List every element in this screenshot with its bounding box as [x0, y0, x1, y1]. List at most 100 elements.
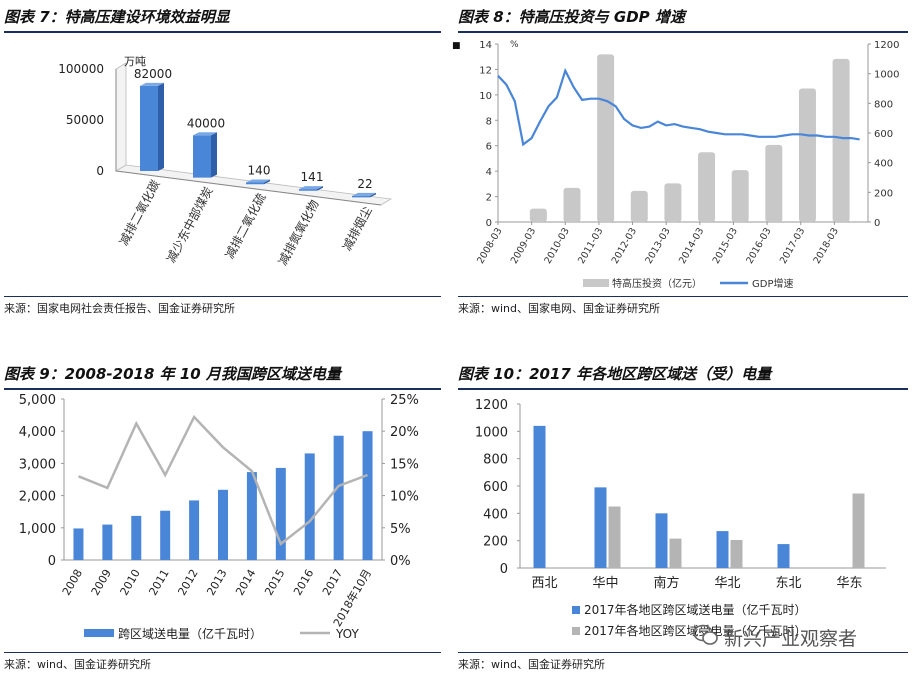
chart4-bar [716, 531, 729, 568]
wechat-icon [693, 624, 718, 645]
chart4-category-label: 西北 [531, 576, 557, 591]
chart4-y-tick-label: 200 [483, 535, 508, 550]
chart4-bar [608, 506, 621, 568]
chart3-bar [304, 453, 315, 560]
chart3-yoy-line [78, 414, 368, 546]
chart4-category-label: 华东 [836, 576, 862, 591]
chart3-right-tick-label: 20% [390, 425, 419, 440]
chart2-right-tick-label: 1000 [874, 70, 899, 81]
chart1-bar [193, 135, 211, 178]
chart4-y-tick-label: 0 [500, 562, 508, 577]
chart3-bar [102, 524, 113, 560]
panel-1-source-rule [4, 296, 441, 297]
chart3-bar [160, 510, 171, 560]
chart4-legend-swatch [572, 627, 580, 635]
chart2-legend-line-label: GDP增速 [752, 277, 793, 290]
chart4-y-tick-label: 1000 [475, 425, 508, 440]
panel-1-source: 来源：国家电网社会责任报告、国金证券研究所 [4, 302, 235, 315]
chart2-x-tick-label: 2010-03 [542, 226, 571, 266]
chart3-x-tick-label: 2009 [89, 567, 114, 598]
panel-4: 图表 10：2017 年各地区跨区域送（受）电量 0 200 400 600 800 10… [458, 359, 908, 675]
chart2-legend-bar-label: 特高压投资（亿元） [612, 277, 702, 290]
chart4-category-label: 东北 [775, 576, 801, 591]
panel-3-source: 来源：wind、国金证券研究所 [4, 658, 152, 671]
chart1-y-tick-label: 100000 [58, 62, 104, 76]
chart3-legend-bar-label: 跨区域送电量（亿千瓦时） [118, 626, 262, 641]
panel-3-source-rule [4, 652, 441, 653]
chart3-right-tick-label: 0% [390, 554, 411, 569]
chart4-y-tick-label: 1200 [475, 398, 508, 413]
chart1-back-wall [115, 62, 127, 172]
chart3-bar [246, 472, 257, 560]
panel-4-source-rule [458, 652, 908, 653]
chart3-bar [333, 435, 344, 560]
chart3-legend-line-label: YOY [335, 627, 359, 641]
chart2-x-tick-label: 2014-03 [677, 226, 706, 266]
chart1-category-label: 减排二氧化硫 [222, 191, 269, 262]
chart2-bar [731, 170, 749, 222]
chart2-left-tick-label: 8 [486, 116, 492, 127]
chart2-x-tick-label: 2017-03 [778, 226, 807, 266]
chart2-bar [529, 208, 547, 222]
panel-4-title-rule [458, 388, 908, 390]
chart1-unit-label: 万吨 [124, 55, 146, 68]
panel-1-title-rule [4, 31, 441, 33]
chart2-left-tick-label: 0 [486, 218, 492, 229]
chart2-left-tick-label: 2 [486, 193, 492, 204]
chart3-left-tick-label: 0 [48, 554, 56, 569]
chart1-data-label: 141 [301, 170, 324, 184]
chart2-right-tick-label: 800 [874, 99, 893, 110]
panel-4-title: 图表 10：2017 年各地区跨区域送（受）电量 [458, 365, 772, 383]
chart3-x-tick-label: 2011 [147, 567, 172, 598]
chart2-right-tick-label: 600 [874, 129, 893, 140]
chart3-x-tick-label: 2008 [60, 567, 85, 598]
chart1-data-label: 40000 [187, 116, 225, 130]
chart2-bar [798, 88, 816, 222]
chart2-x-tick-label: 2018-03 [812, 226, 841, 266]
chart1-category-label: 减排烟尘 [340, 204, 375, 253]
chart2-bar [597, 54, 615, 222]
chart1-category-label: 减排二氧化碳 [116, 178, 162, 248]
chart1-category-label: 减排氮氧化物 [275, 197, 322, 268]
chart2-bar [563, 187, 581, 222]
chart-4: 0 200 400 600 800 1000 1200 西北 华中 南方 华北 东北 华东 2017年各地… [475, 398, 886, 638]
chart4-bar [852, 493, 865, 568]
panel-2-title-rule [458, 31, 908, 33]
chart2-bar [698, 152, 716, 222]
panel-1-title: 图表 7：特高压建设环境效益明显 [4, 8, 230, 26]
chart4-bar [669, 538, 682, 568]
chart3-x-tick-label: 2017 [320, 567, 345, 598]
chart3-bar [73, 528, 84, 560]
chart3-x-tick-label: 2012 [175, 567, 200, 598]
chart2-right-tick-label: 1200 [874, 40, 899, 51]
chart2-x-tick-label: 2013-03 [643, 226, 672, 266]
chart4-y-tick-label: 400 [483, 507, 508, 522]
watermark: 新兴产业观察者 [724, 628, 858, 650]
chart1-bar [140, 85, 158, 171]
chart3-bar [362, 431, 373, 560]
chart2-x-tick-label: 2016-03 [744, 226, 773, 266]
chart4-bar [655, 513, 668, 568]
panel-3-title: 图表 9：2008-2018 年 10 月我国跨区域送电量 [4, 365, 341, 383]
chart2-legend-bar-swatch [583, 279, 609, 287]
chart2-gdp-line [497, 67, 860, 147]
chart2-left-tick-label: 6 [486, 142, 492, 153]
chart2-x-tick-label: 2009-03 [509, 226, 538, 266]
chart1-data-label: 22 [357, 177, 372, 191]
chart2-left-tick-label: 12 [479, 65, 492, 76]
chart3-left-tick-label: 1,000 [19, 522, 56, 537]
panel-2: 图表 8：特高压投资与 GDP 增速 0 2 4 6 8 10 12 14% ■ 0 200 400 6… [452, 2, 908, 318]
chart1-bar-top [193, 132, 217, 136]
chart-2: 0 2 4 6 8 10 12 14 % ■ 0 200 400 600 800 1000 1200 2008-0… [452, 40, 899, 290]
chart1-bar-top [299, 186, 323, 190]
panel-4-source: 来源：wind、国金证券研究所 [458, 658, 606, 671]
chart3-left-tick-label: 2,000 [19, 490, 56, 505]
chart1-data-label: 82000 [134, 67, 172, 81]
chart2-left-unit: % [510, 40, 519, 50]
chart2-right-tick-label: 200 [874, 188, 893, 199]
chart2-left-tick-label: 10 [479, 91, 492, 102]
chart3-x-tick-label: 2013 [204, 567, 229, 598]
chart4-bar [730, 539, 743, 568]
chart1-category-label: 减少东中部煤炭 [163, 184, 216, 265]
